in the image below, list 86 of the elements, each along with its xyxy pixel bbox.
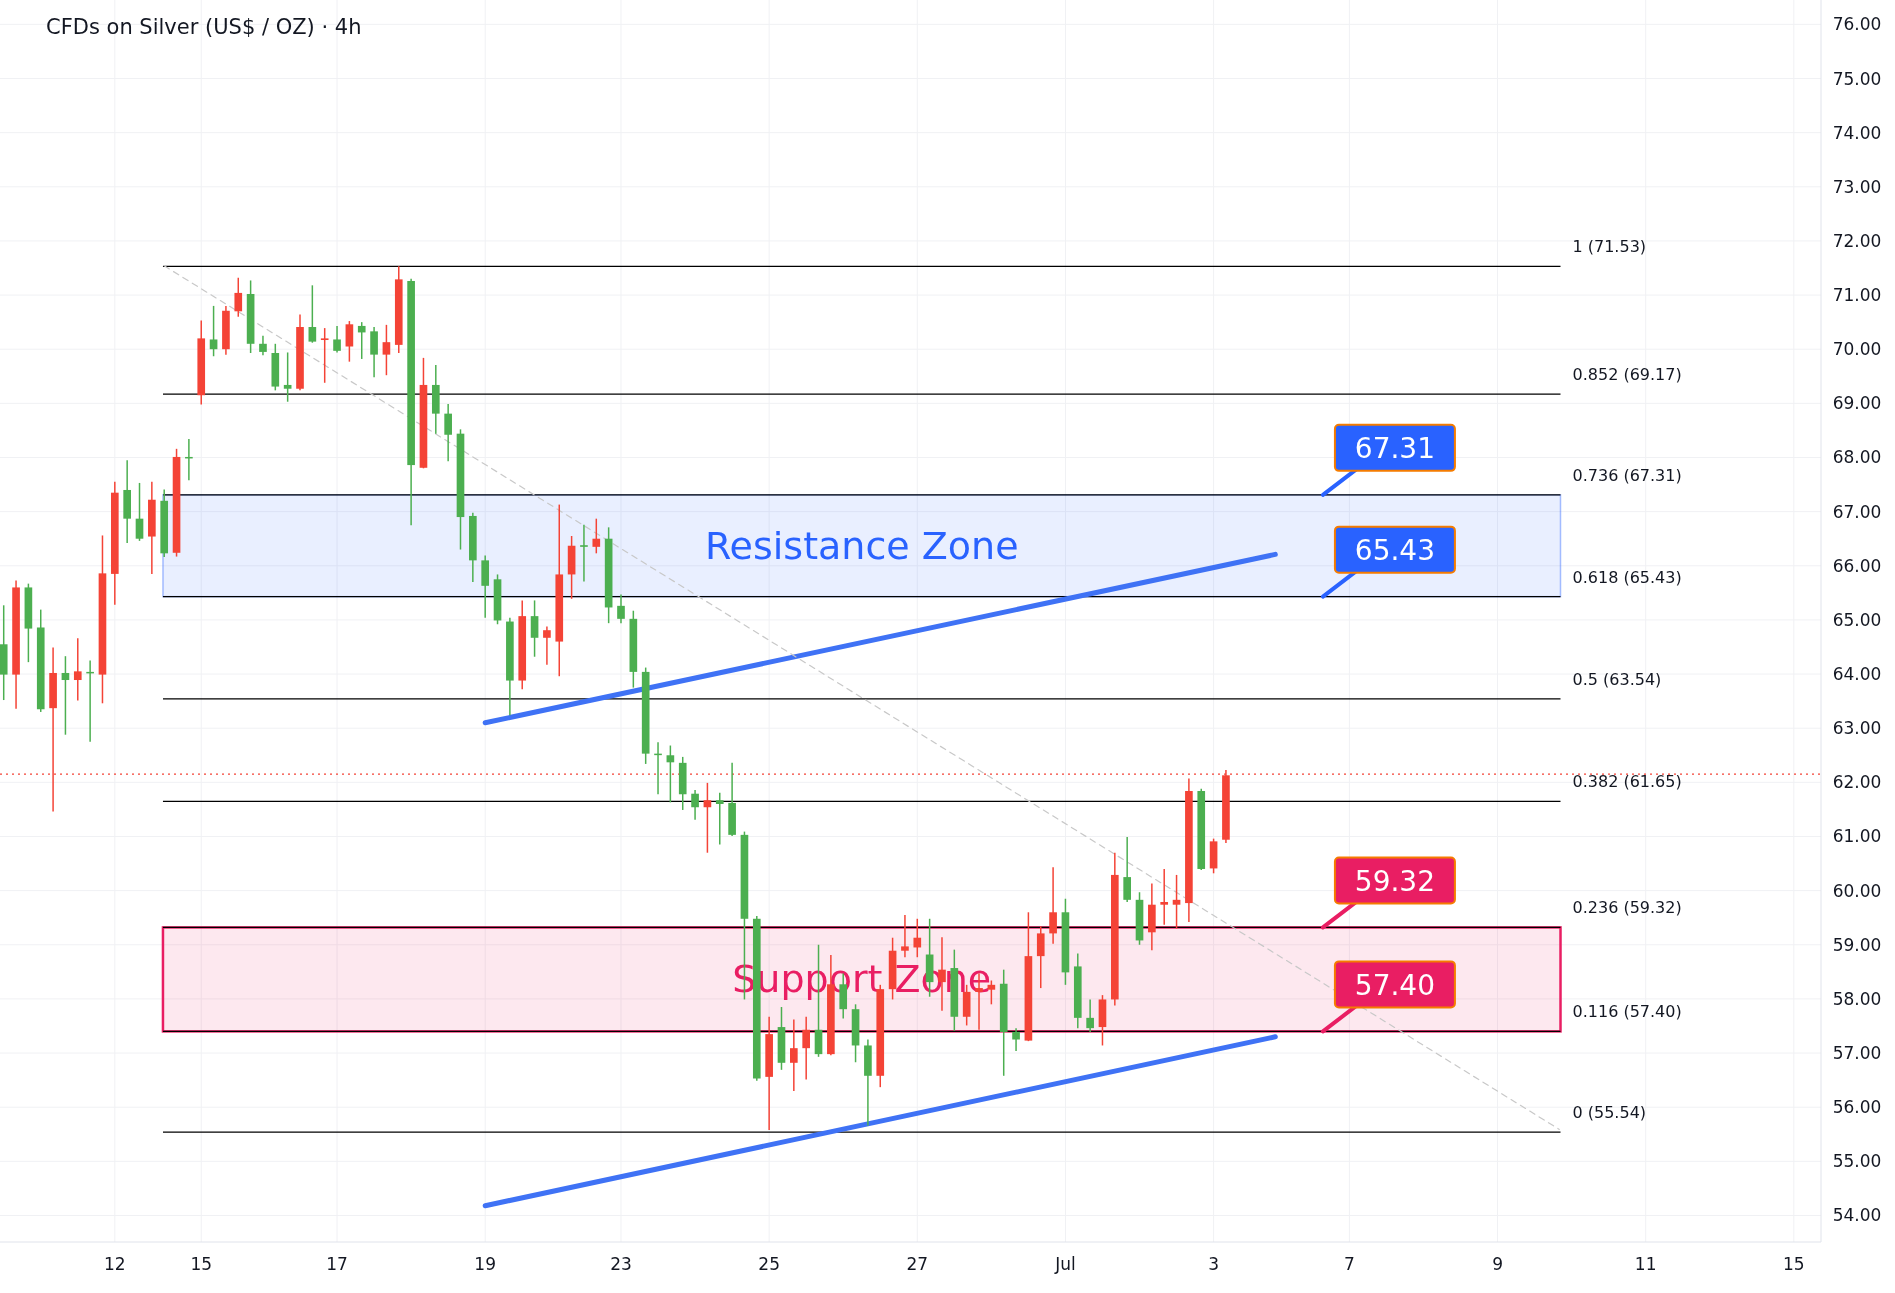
candlestick — [592, 517, 601, 555]
y-tick-label: 71.00 — [1832, 285, 1882, 306]
candlestick — [913, 918, 922, 958]
y-tick-label: 62.00 — [1832, 772, 1882, 793]
x-tick-label: 19 — [474, 1254, 497, 1274]
ref-line-label: 0.852 (69.17) — [1572, 365, 1682, 385]
x-tick-label: 15 — [1783, 1254, 1805, 1274]
y-tick-label: 68.00 — [1832, 447, 1882, 468]
y-tick-label: 74.00 — [1832, 122, 1882, 143]
candlestick — [73, 637, 82, 702]
ref-line-label: 0.618 (65.43) — [1572, 567, 1682, 587]
candlestick — [1086, 998, 1094, 1033]
candlestick — [345, 320, 354, 363]
y-tick-label: 65.00 — [1832, 609, 1882, 630]
ref-line-label: 0.736 (67.31) — [1572, 465, 1682, 485]
candlestick — [1123, 836, 1131, 903]
candlestick — [259, 334, 267, 356]
y-tick-label: 59.00 — [1832, 934, 1882, 955]
candlestick — [370, 326, 378, 379]
ref-line-label: 1 (71.53) — [1572, 237, 1647, 257]
annotation: 57.40 — [1354, 968, 1436, 1002]
x-tick-label: 23 — [610, 1254, 632, 1274]
candlestick — [209, 305, 218, 357]
candlestick — [135, 482, 144, 542]
candlestick — [790, 1018, 798, 1092]
annotation: 65.43 — [1354, 534, 1436, 568]
y-tick-label: 55.00 — [1832, 1151, 1882, 1172]
y-tick-label: 69.00 — [1832, 393, 1882, 414]
candlestick — [1012, 1027, 1020, 1052]
annotation: 67.31 — [1354, 432, 1436, 466]
candlestick — [666, 744, 675, 804]
candlestick — [1049, 866, 1057, 945]
x-tick-label: 27 — [906, 1254, 929, 1274]
y-tick-label: 76.00 — [1832, 14, 1882, 35]
ref-line-label: 0.382 (61.65) — [1572, 772, 1682, 792]
candlestick — [283, 351, 292, 403]
y-tick-label: 63.00 — [1832, 718, 1882, 739]
y-tick-label: 73.00 — [1832, 176, 1882, 197]
y-tick-label: 66.00 — [1832, 555, 1882, 576]
y-tick-label: 60.00 — [1832, 880, 1882, 901]
y-tick-label: 70.00 — [1832, 339, 1882, 360]
candlestick — [357, 321, 366, 360]
y-tick-label: 72.00 — [1832, 230, 1882, 251]
x-tick-label: 9 — [1492, 1254, 1503, 1274]
candlestick — [61, 655, 70, 736]
candlestick — [1036, 925, 1045, 989]
y-tick-label: 75.00 — [1832, 68, 1882, 89]
text: CFDs on Silver (US$ / OZ) · 4h — [46, 15, 362, 39]
y-tick-label: 67.00 — [1832, 501, 1882, 522]
x-tick-label: 7 — [1343, 1254, 1355, 1274]
y-tick-label: 56.00 — [1832, 1097, 1882, 1118]
y-tick-label: 61.00 — [1832, 826, 1882, 847]
x-tick-label: 3 — [1208, 1254, 1219, 1274]
candlestick — [691, 789, 699, 821]
candlestick — [1160, 868, 1169, 926]
annotation: 59.32 — [1354, 864, 1436, 898]
candlestick — [234, 276, 243, 318]
y-tick-label: 58.00 — [1832, 988, 1882, 1009]
candlestick — [333, 325, 341, 354]
candlestick — [382, 324, 391, 376]
candlestick — [715, 791, 724, 846]
x-tick-label: 11 — [1634, 1254, 1657, 1274]
candlestick — [901, 914, 909, 958]
candlestick — [617, 593, 625, 624]
y-tick-label: 64.00 — [1832, 664, 1882, 685]
ref-line-label: 0.116 (57.40) — [1572, 1002, 1682, 1022]
candlestick — [530, 599, 539, 658]
y-tick-label: 57.00 — [1832, 1043, 1882, 1064]
band-label: Resistance Zone — [704, 523, 1019, 568]
candlestick — [1172, 874, 1181, 930]
x-tick-label: 12 — [104, 1254, 126, 1274]
ref-line-label: 0.236 (59.32) — [1572, 898, 1682, 918]
candlestick — [308, 284, 317, 344]
candlestick — [703, 782, 712, 854]
ref-line-label: 0 (55.54) — [1572, 1103, 1647, 1123]
x-tick-label: Jul — [1054, 1254, 1076, 1274]
x-tick-label: 25 — [758, 1254, 780, 1274]
candlestick — [580, 523, 588, 583]
ref-line-label: 0.5 (63.54) — [1572, 669, 1662, 689]
x-tick-label: 15 — [190, 1254, 213, 1274]
candlestick — [320, 327, 329, 384]
candlestick — [444, 403, 452, 463]
x-tick-label: 17 — [326, 1254, 348, 1274]
y-tick-label: 54.00 — [1832, 1205, 1882, 1226]
candlestick — [543, 625, 551, 666]
candlestick — [802, 1016, 811, 1081]
